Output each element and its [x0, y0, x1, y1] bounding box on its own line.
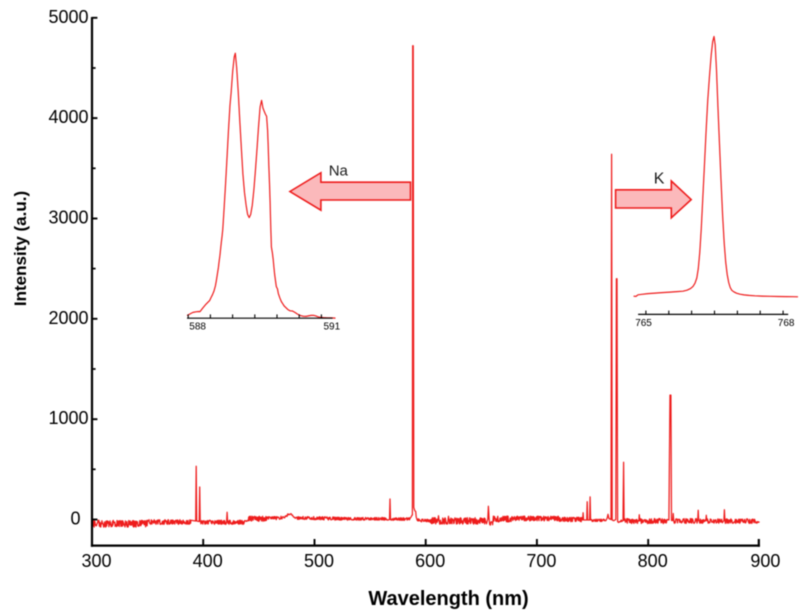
- svg-text:Na: Na: [329, 163, 349, 180]
- svg-text:2000: 2000: [48, 308, 88, 328]
- svg-text:588: 588: [189, 322, 206, 333]
- svg-text:1000: 1000: [48, 408, 88, 428]
- svg-text:K: K: [654, 171, 665, 188]
- svg-text:900: 900: [750, 551, 780, 571]
- svg-text:500: 500: [304, 551, 334, 571]
- svg-text:Intensity (a.u.): Intensity (a.u.): [11, 191, 30, 306]
- svg-text:700: 700: [526, 551, 556, 571]
- svg-text:5000: 5000: [48, 7, 88, 27]
- svg-text:765: 765: [635, 318, 652, 329]
- svg-text:400: 400: [193, 551, 223, 571]
- svg-text:3000: 3000: [48, 208, 88, 228]
- svg-text:591: 591: [324, 322, 341, 333]
- svg-text:600: 600: [415, 551, 445, 571]
- svg-text:Wavelength (nm): Wavelength (nm): [368, 588, 528, 610]
- svg-text:4000: 4000: [48, 107, 88, 127]
- svg-text:768: 768: [778, 318, 795, 329]
- svg-text:0: 0: [70, 509, 80, 529]
- svg-text:800: 800: [638, 551, 668, 571]
- svg-text:300: 300: [81, 551, 111, 571]
